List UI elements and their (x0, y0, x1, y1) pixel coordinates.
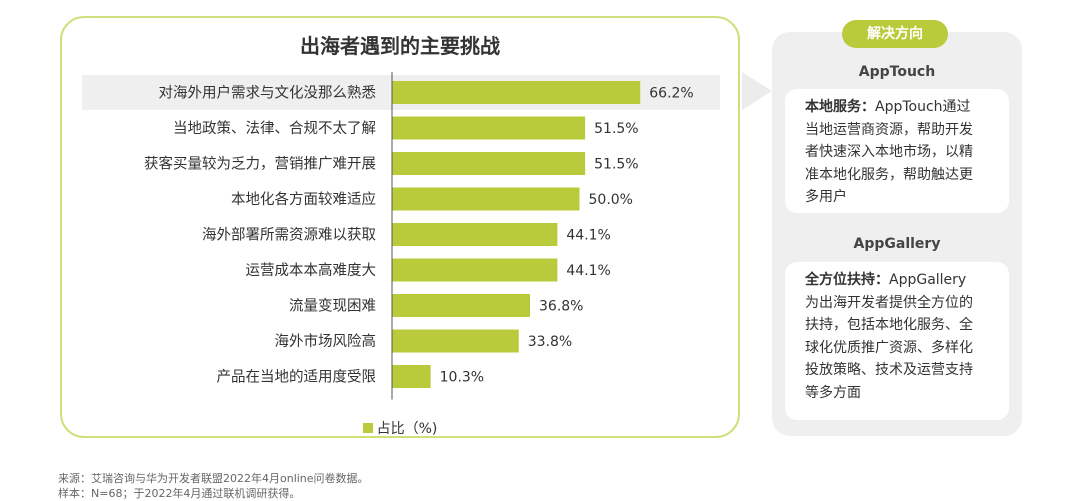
apptouch-line: 本地服务：AppTouch通过 (805, 99, 971, 115)
bar (392, 187, 580, 211)
bar (392, 223, 558, 246)
appgallery-line: 扶持，包括本地化服务、全 (805, 317, 973, 333)
appgallery-title: AppGallery (853, 236, 941, 252)
category-label: 产品在当地的适用度受限 (217, 369, 377, 386)
chart-panel: 出海者遇到的主要挑战 对海外用户需求与文化没那么熟悉 66.2% 当地政策、法律、合… (60, 16, 740, 438)
value-label: 44.1% (566, 228, 610, 244)
value-label: 36.8% (539, 299, 583, 315)
category-label: 对海外用户需求与文化没那么熟悉 (159, 85, 377, 102)
bar (392, 152, 586, 175)
category-label: 海外市场风险高 (275, 333, 377, 350)
value-label: 10.3% (440, 370, 484, 386)
value-label: 50.0% (589, 192, 633, 208)
category-label: 海外部署所需资源难以获取 (202, 227, 376, 244)
value-label: 66.2% (649, 86, 693, 102)
apptouch-title: AppTouch (858, 64, 936, 80)
bar (392, 116, 586, 140)
apptouch-line: 者快速深入本地市场，以精 (805, 144, 973, 160)
apptouch-line: 准本地化服务，帮助触达更 (805, 166, 973, 183)
value-label: 44.1% (566, 263, 610, 279)
apptouch-line: 多用户 (805, 189, 847, 205)
apptouch-line: 当地运营商资源，帮助开发 (805, 121, 973, 138)
category-label: 本地化各方面较难适应 (231, 190, 376, 208)
value-label: 33.8% (528, 334, 572, 350)
solution-header: 解决方向 (842, 20, 948, 48)
bar (392, 365, 431, 388)
appgallery-line: 等多方面 (805, 384, 861, 401)
value-label: 51.5% (594, 157, 638, 173)
bar (392, 81, 641, 104)
bar-chart: 对海外用户需求与文化没那么熟悉 66.2% 当地政策、法律、合规不太了解 51.5% 获… (82, 72, 720, 400)
arrow-right-icon (742, 72, 772, 110)
apptouch-card: 本地服务：AppTouch通过 当地运营商资源，帮助开发 者快速深入本地市场，以… (785, 89, 1009, 213)
sample-note: 样本：N=68；于2022年4月通过联机调研获得。 (58, 487, 301, 500)
bar (392, 294, 530, 317)
source-note: 来源：艾瑞咨询与华为开发者联盟2022年4月online问卷数据。 (58, 472, 369, 485)
legend-swatch (362, 423, 373, 433)
appgallery-line: 全方位扶持：AppGallery (805, 272, 967, 288)
appgallery-line: 球化优质推广资源、多样化 (805, 339, 973, 356)
appgallery-line: 为出海开发者提供全方位的 (805, 294, 973, 311)
appgallery-card: 全方位扶持：AppGallery 为出海开发者提供全方位的 扶持，包括本地化服务… (785, 262, 1009, 420)
category-label: 流量变现困难 (289, 298, 376, 315)
legend-label: 占比（%) (376, 421, 438, 437)
legend: 占比（%) (62, 418, 738, 438)
appgallery-line: 投放策略、技术及运营支持 (805, 362, 973, 378)
category-label: 当地政策、法律、合规不太了解 (173, 120, 376, 137)
bar (392, 329, 519, 353)
bar (392, 258, 558, 282)
category-label: 获客买量较为乏力，营销推广难开展 (144, 155, 376, 173)
chart-title: 出海者遇到的主要挑战 (300, 34, 500, 58)
value-label: 51.5% (594, 121, 638, 137)
category-label: 运营成本本高难度大 (246, 262, 377, 279)
